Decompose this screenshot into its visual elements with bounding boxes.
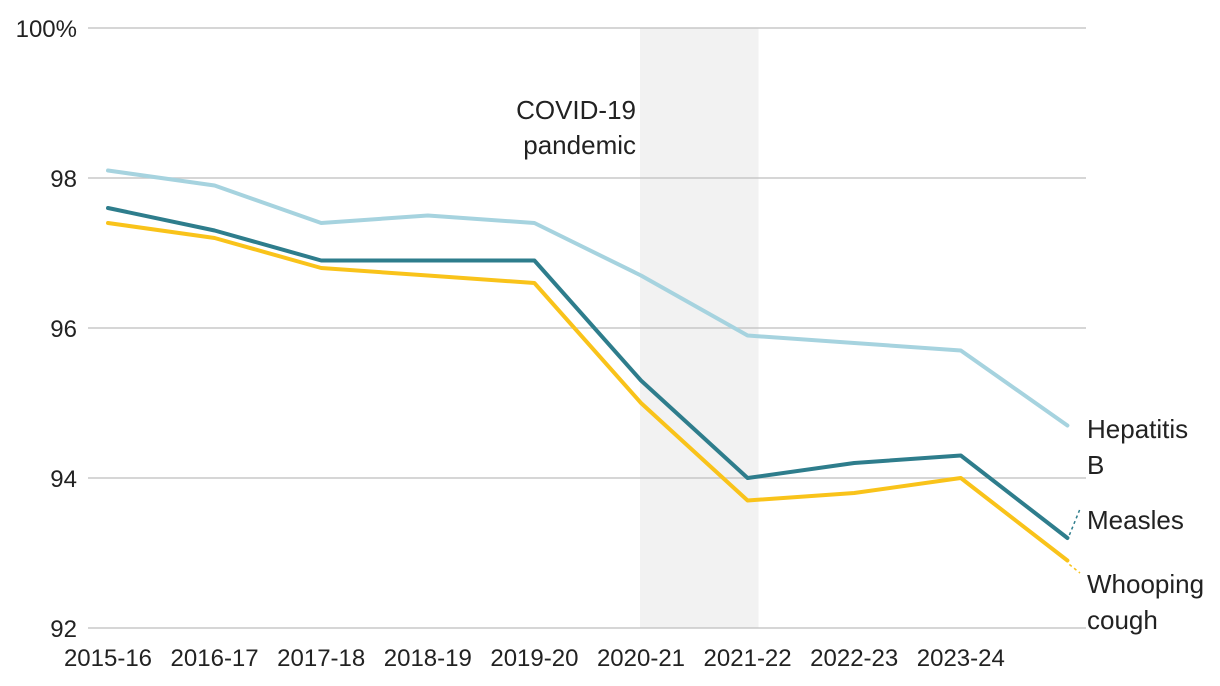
leader-line-whooping-cough <box>1068 563 1081 574</box>
series-label-hepatitis-b: B <box>1087 450 1104 480</box>
x-tick-label: 2021-22 <box>704 645 792 672</box>
y-tick-label: 96 <box>50 316 77 343</box>
x-tick-label: 2018-19 <box>384 645 472 672</box>
x-tick-label: 2015-16 <box>64 645 152 672</box>
series-label-measles: Measles <box>1087 505 1184 535</box>
series-label-whooping-cough: Whooping <box>1087 569 1204 599</box>
series-labels: Hepatitis B Measles Whooping cough <box>1068 414 1204 635</box>
annotation-line: COVID-19 <box>516 95 636 125</box>
x-axis-ticks: 2015-16 2016-17 2017-18 2018-19 2019-20 2020-… <box>64 645 1005 672</box>
x-tick-label: 2016-17 <box>171 645 259 672</box>
x-tick-label: 2020-21 <box>597 645 685 672</box>
x-tick-label: 2017-18 <box>277 645 365 672</box>
annotation-line: pandemic <box>523 130 636 160</box>
series-label-hepatitis-b: Hepatitis <box>1087 414 1188 444</box>
series-label-whooping-cough: cough <box>1087 605 1158 635</box>
series-line-hepatitis-b <box>106 168 1070 428</box>
grid-layer <box>88 27 1086 629</box>
y-axis-ticks: 92 94 96 98 100% <box>16 16 77 643</box>
series-line-measles <box>106 206 1070 540</box>
series-line-whooping-cough <box>106 221 1070 563</box>
y-tick-label: 100% <box>16 16 77 43</box>
x-tick-label: 2022-23 <box>810 645 898 672</box>
series-layer <box>106 168 1070 563</box>
y-tick-label: 92 <box>50 616 77 643</box>
leader-line-measles <box>1068 508 1081 536</box>
x-tick-label: 2023-24 <box>917 645 1005 672</box>
y-tick-label: 98 <box>50 166 77 193</box>
covid-annotation: COVID-19 pandemic <box>516 95 636 160</box>
y-tick-label: 94 <box>50 466 77 493</box>
x-tick-label: 2019-20 <box>490 645 578 672</box>
